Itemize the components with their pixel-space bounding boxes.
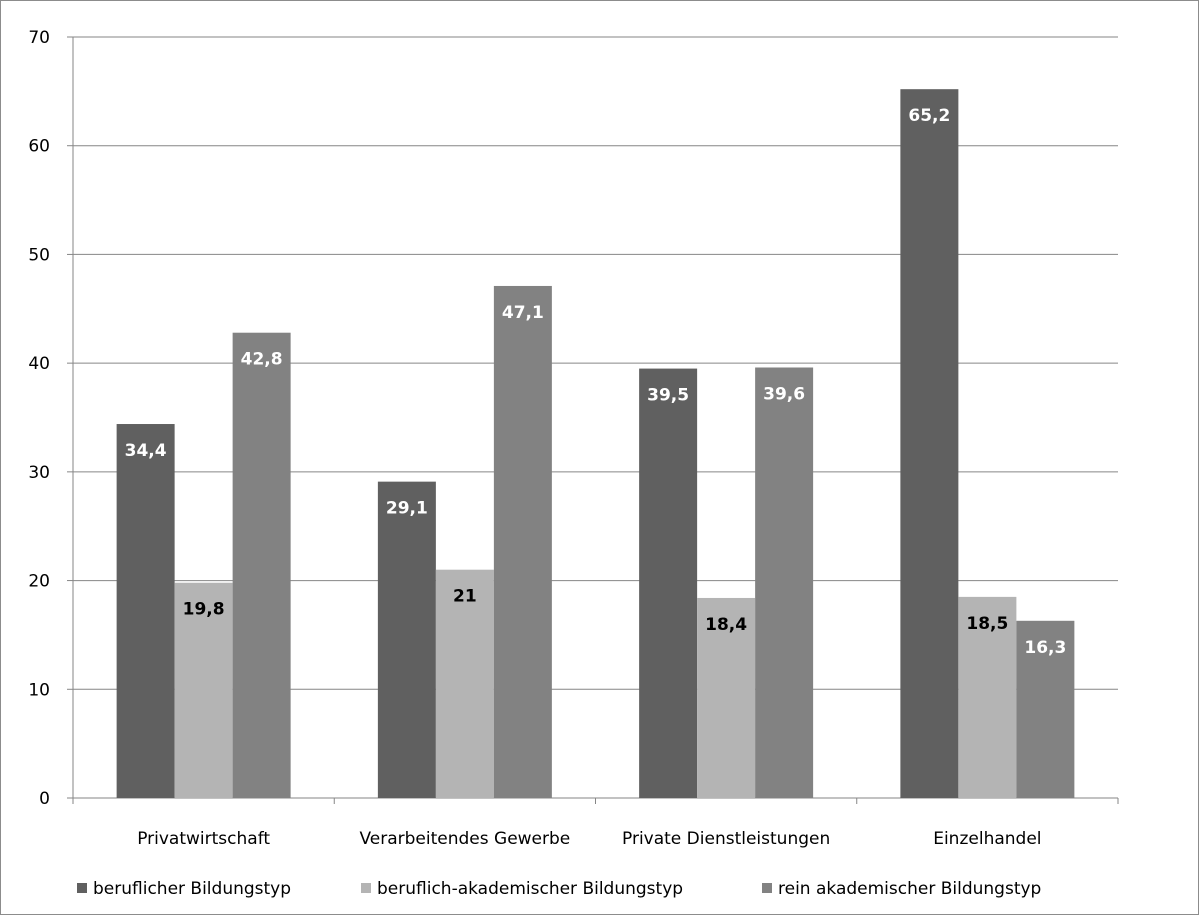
y-tick-label: 70 [28, 28, 50, 48]
bar [493, 285, 552, 799]
data-label: 19,8 [183, 600, 225, 620]
legend-swatch [762, 883, 772, 893]
data-label: 18,4 [705, 615, 747, 635]
bar [900, 89, 959, 798]
bar [1016, 620, 1075, 798]
data-label: 21 [453, 587, 477, 607]
data-labels: 34,4 19,8 42,8 29,1 21 47,1 39,5 18,4 39,6 65,2 18… [125, 106, 1067, 658]
bar [697, 597, 756, 798]
bars [116, 89, 1075, 799]
bar [958, 596, 1017, 798]
legend-label: beruflicher Bildungstyp [93, 879, 291, 899]
bar [232, 332, 291, 798]
legend-swatch [77, 883, 87, 893]
bar [755, 367, 814, 798]
y-tick-label: 60 [28, 137, 50, 157]
bar [639, 368, 698, 798]
bar [174, 582, 233, 798]
data-label: 65,2 [908, 106, 950, 126]
x-category-label: Private Dienstleistungen [622, 829, 830, 849]
data-label: 39,5 [647, 386, 689, 406]
data-label: 29,1 [386, 499, 428, 519]
x-category-label: Einzelhandel [933, 829, 1041, 849]
data-label: 47,1 [502, 303, 544, 323]
x-category-label: Privatwirtschaft [137, 829, 270, 849]
y-tick-label: 30 [28, 463, 50, 483]
legend-label: beruflich-akademischer Bildungstyp [377, 879, 683, 899]
data-label: 18,5 [966, 614, 1008, 634]
data-label: 42,8 [241, 350, 283, 370]
y-tick-label: 50 [28, 245, 50, 265]
y-tick-label: 0 [39, 789, 50, 809]
legend-label: rein akademischer Bildungstyp [778, 879, 1041, 899]
x-category-label: Verarbeitendes Gewerbe [359, 829, 570, 849]
y-tick-label: 40 [28, 354, 50, 374]
legend: beruflicher Bildungstyp beruflich-akademi… [77, 879, 1041, 899]
bar [377, 481, 436, 798]
bar [116, 424, 175, 798]
y-tick-label: 10 [28, 680, 50, 700]
bar [435, 569, 494, 798]
legend-swatch [361, 883, 371, 893]
data-label: 39,6 [763, 384, 805, 404]
axes: 0 10 20 30 40 50 60 70 Privatwirtschaft Verarbeit… [28, 28, 1119, 849]
data-label: 16,3 [1024, 638, 1066, 658]
data-label: 34,4 [125, 441, 167, 461]
y-tick-label: 20 [28, 572, 50, 592]
